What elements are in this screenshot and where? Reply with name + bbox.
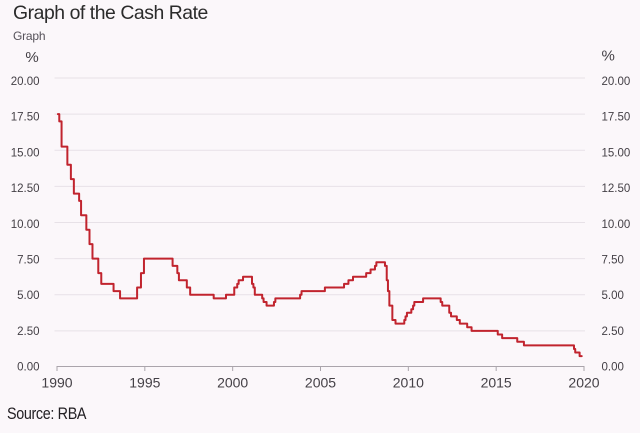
svg-text:0.00: 0.00 — [17, 362, 39, 374]
svg-text:2.50: 2.50 — [17, 326, 39, 338]
svg-text:12.50: 12.50 — [11, 183, 40, 195]
svg-text:17.50: 17.50 — [602, 112, 631, 124]
svg-text:2.50: 2.50 — [602, 326, 624, 338]
svg-text:5.00: 5.00 — [17, 290, 39, 302]
svg-text:5.00: 5.00 — [602, 290, 624, 302]
svg-text:12.50: 12.50 — [602, 183, 631, 195]
svg-text:0.00: 0.00 — [602, 362, 624, 374]
svg-text:1995: 1995 — [129, 375, 160, 391]
svg-text:2010: 2010 — [393, 375, 424, 391]
svg-text:15.00: 15.00 — [11, 147, 40, 159]
svg-text:2015: 2015 — [481, 375, 512, 391]
svg-text:1990: 1990 — [41, 375, 72, 391]
svg-text:2000: 2000 — [217, 375, 248, 391]
svg-text:20.00: 20.00 — [602, 76, 631, 88]
svg-text:15.00: 15.00 — [602, 147, 631, 159]
svg-text:10.00: 10.00 — [602, 219, 631, 231]
svg-text:%: % — [25, 49, 38, 66]
svg-text:17.50: 17.50 — [11, 112, 40, 124]
svg-text:%: % — [602, 48, 615, 65]
svg-text:7.50: 7.50 — [602, 254, 624, 266]
svg-text:7.50: 7.50 — [17, 254, 39, 266]
svg-text:20.00: 20.00 — [11, 76, 40, 88]
svg-text:2005: 2005 — [305, 375, 336, 391]
svg-text:2020: 2020 — [568, 375, 599, 391]
svg-text:10.00: 10.00 — [11, 219, 40, 231]
